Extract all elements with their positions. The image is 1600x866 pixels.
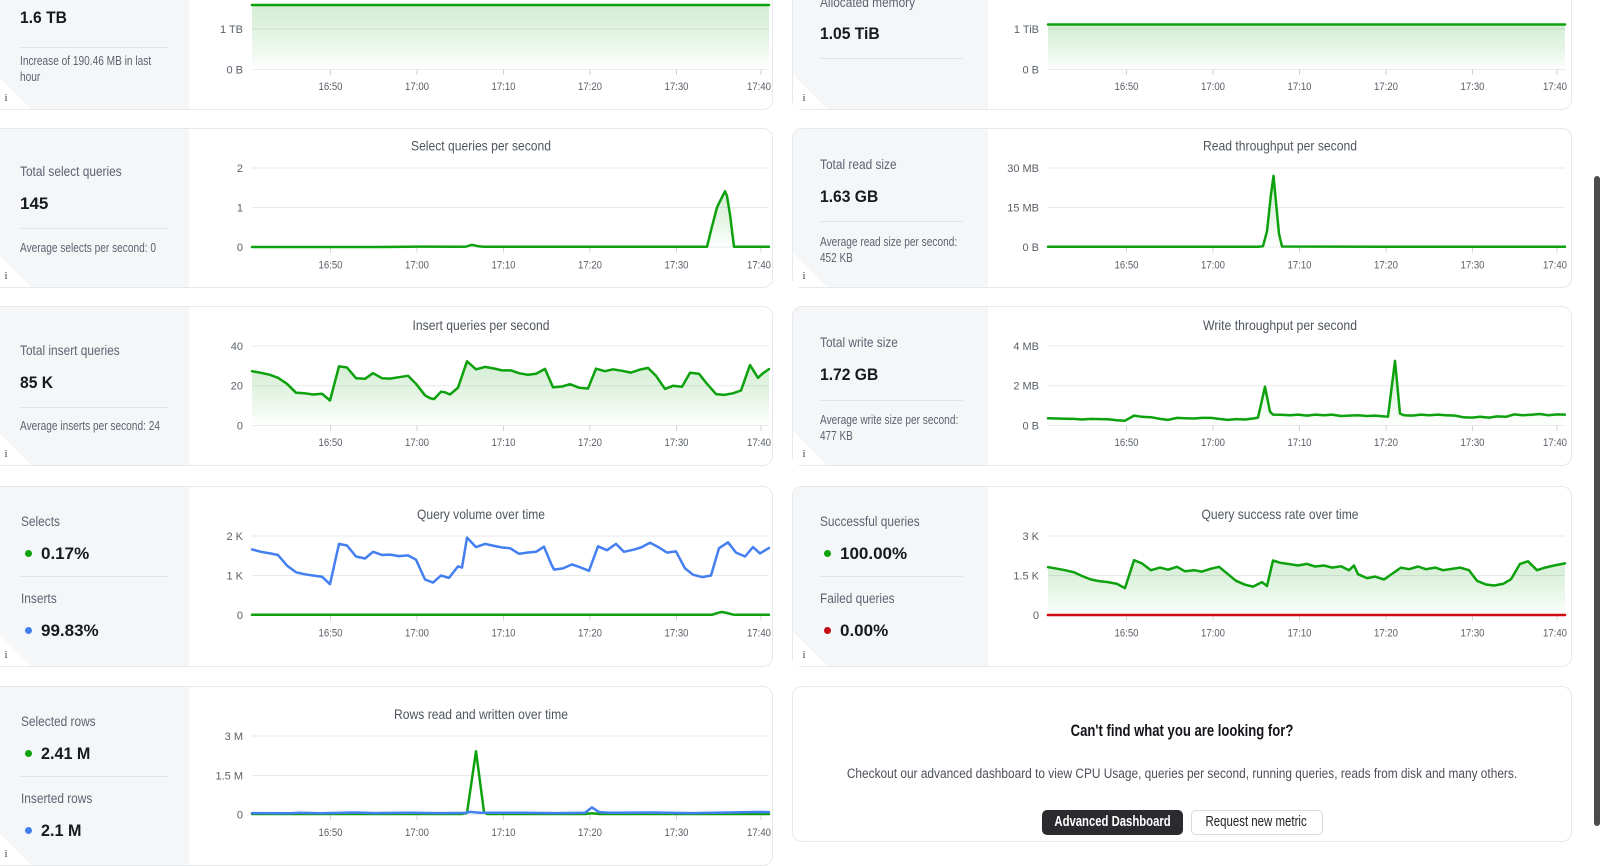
svg-text:0: 0	[237, 809, 243, 821]
svg-text:17:10: 17:10	[1288, 259, 1312, 271]
svg-text:1 TB: 1 TB	[220, 24, 243, 36]
svg-text:16:50: 16:50	[319, 627, 343, 639]
svg-text:1.5 M: 1.5 M	[215, 770, 243, 782]
svg-text:1 TiB: 1 TiB	[1014, 24, 1039, 36]
svg-text:17:10: 17:10	[492, 627, 516, 639]
svg-text:0: 0	[237, 610, 243, 622]
svg-text:0: 0	[237, 420, 243, 432]
svg-text:16:50: 16:50	[1115, 81, 1139, 93]
svg-text:Rows read and written over tim: Rows read and written over time	[394, 706, 568, 722]
svg-text:17:40: 17:40	[747, 627, 771, 639]
svg-text:17:20: 17:20	[578, 827, 602, 839]
svg-text:17:30: 17:30	[1461, 81, 1485, 93]
svg-text:0 B: 0 B	[1022, 420, 1039, 432]
svg-text:Select queries per second: Select queries per second	[411, 137, 551, 153]
svg-text:17:20: 17:20	[578, 259, 602, 271]
svg-text:1 K: 1 K	[226, 570, 243, 582]
svg-text:0 B: 0 B	[1022, 64, 1039, 76]
svg-text:17:20: 17:20	[578, 627, 602, 639]
svg-text:4 MB: 4 MB	[1013, 341, 1039, 353]
svg-text:17:20: 17:20	[578, 437, 602, 449]
svg-text:0: 0	[1033, 610, 1039, 622]
svg-text:Query success rate over time: Query success rate over time	[1202, 506, 1359, 522]
svg-text:17:00: 17:00	[405, 81, 429, 93]
svg-text:0 B: 0 B	[226, 64, 243, 76]
svg-text:17:10: 17:10	[492, 81, 516, 93]
svg-text:17:00: 17:00	[1201, 627, 1225, 639]
svg-text:17:30: 17:30	[1461, 259, 1485, 271]
svg-text:15 MB: 15 MB	[1007, 202, 1039, 214]
svg-text:17:30: 17:30	[665, 627, 689, 639]
svg-text:17:30: 17:30	[665, 827, 689, 839]
svg-text:Write throughput per second: Write throughput per second	[1203, 317, 1357, 333]
svg-text:17:40: 17:40	[747, 437, 771, 449]
svg-text:17:40: 17:40	[1543, 437, 1567, 449]
svg-text:17:00: 17:00	[405, 259, 429, 271]
svg-text:2: 2	[237, 163, 243, 175]
svg-text:17:00: 17:00	[1201, 259, 1225, 271]
svg-text:3 M: 3 M	[225, 731, 243, 743]
svg-text:16:50: 16:50	[319, 259, 343, 271]
svg-text:Read throughput per second: Read throughput per second	[1203, 137, 1357, 153]
svg-text:17:40: 17:40	[747, 827, 771, 839]
svg-text:17:10: 17:10	[1288, 437, 1312, 449]
svg-text:16:50: 16:50	[319, 437, 343, 449]
svg-text:17:20: 17:20	[1374, 627, 1398, 639]
svg-text:17:30: 17:30	[1461, 627, 1485, 639]
svg-text:17:10: 17:10	[492, 437, 516, 449]
svg-text:Insert queries per second: Insert queries per second	[413, 317, 550, 333]
svg-text:16:50: 16:50	[1115, 259, 1139, 271]
svg-text:17:20: 17:20	[1374, 259, 1398, 271]
svg-text:30 MB: 30 MB	[1007, 163, 1039, 175]
svg-text:17:20: 17:20	[578, 81, 602, 93]
svg-text:0: 0	[237, 242, 243, 254]
svg-text:17:40: 17:40	[1543, 81, 1567, 93]
svg-text:17:30: 17:30	[665, 259, 689, 271]
svg-text:17:30: 17:30	[1461, 437, 1485, 449]
svg-text:17:20: 17:20	[1374, 81, 1398, 93]
svg-text:2 MB: 2 MB	[1013, 381, 1039, 393]
svg-text:1: 1	[237, 202, 243, 214]
svg-text:1.5 K: 1.5 K	[1013, 570, 1039, 582]
svg-text:17:30: 17:30	[665, 81, 689, 93]
svg-text:17:10: 17:10	[1288, 81, 1312, 93]
svg-text:17:00: 17:00	[405, 437, 429, 449]
svg-text:2 K: 2 K	[226, 531, 243, 543]
svg-text:16:50: 16:50	[319, 81, 343, 93]
svg-text:17:00: 17:00	[1201, 437, 1225, 449]
svg-text:17:10: 17:10	[492, 259, 516, 271]
svg-text:17:20: 17:20	[1374, 437, 1398, 449]
svg-text:17:40: 17:40	[747, 259, 771, 271]
svg-text:17:10: 17:10	[1288, 627, 1312, 639]
svg-text:17:40: 17:40	[1543, 627, 1567, 639]
svg-text:17:30: 17:30	[665, 437, 689, 449]
svg-text:17:10: 17:10	[492, 827, 516, 839]
svg-text:17:40: 17:40	[1543, 259, 1567, 271]
svg-text:40: 40	[231, 341, 243, 353]
svg-text:17:00: 17:00	[405, 827, 429, 839]
svg-text:Query volume over time: Query volume over time	[417, 506, 545, 522]
svg-text:17:00: 17:00	[405, 627, 429, 639]
svg-text:0 B: 0 B	[1022, 242, 1039, 254]
svg-text:16:50: 16:50	[1115, 437, 1139, 449]
svg-text:17:00: 17:00	[1201, 81, 1225, 93]
svg-text:16:50: 16:50	[1115, 627, 1139, 639]
svg-text:20: 20	[231, 381, 243, 393]
svg-text:3 K: 3 K	[1022, 531, 1039, 543]
svg-text:17:40: 17:40	[747, 81, 771, 93]
svg-text:16:50: 16:50	[319, 827, 343, 839]
